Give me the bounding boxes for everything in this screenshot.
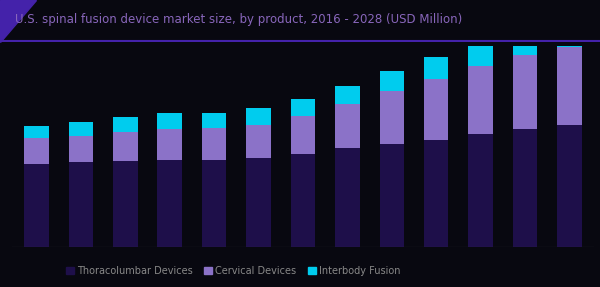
Bar <box>68 136 93 162</box>
Bar <box>469 134 493 247</box>
Bar <box>157 129 182 160</box>
Bar <box>469 66 493 134</box>
Bar <box>335 104 359 148</box>
Bar <box>513 55 538 129</box>
Bar <box>113 161 137 247</box>
Bar <box>24 126 49 138</box>
Bar <box>513 26 538 55</box>
Bar <box>202 128 226 160</box>
Bar <box>24 138 49 164</box>
Bar <box>24 164 49 247</box>
Bar <box>202 160 226 247</box>
Bar <box>202 113 226 128</box>
Bar <box>380 144 404 247</box>
Bar <box>557 125 582 247</box>
Bar <box>113 132 137 161</box>
Bar <box>469 39 493 66</box>
Bar <box>424 140 448 247</box>
Legend: Thoracolumbar Devices, Cervical Devices, Interbody Fusion: Thoracolumbar Devices, Cervical Devices,… <box>62 262 404 280</box>
Polygon shape <box>0 0 36 42</box>
Bar <box>247 108 271 125</box>
Bar <box>291 154 315 247</box>
Bar <box>247 125 271 158</box>
Bar <box>424 57 448 79</box>
Bar <box>68 162 93 247</box>
Bar <box>291 100 315 116</box>
Bar <box>335 148 359 247</box>
Bar <box>157 160 182 247</box>
Bar <box>291 116 315 154</box>
Bar <box>157 113 182 129</box>
Bar <box>247 158 271 247</box>
Bar <box>424 79 448 140</box>
Bar <box>557 47 582 125</box>
Bar <box>380 92 404 144</box>
Bar <box>513 129 538 247</box>
Bar <box>380 71 404 92</box>
Bar <box>557 15 582 47</box>
Text: U.S. spinal fusion device market size, by product, 2016 - 2028 (USD Million): U.S. spinal fusion device market size, b… <box>15 13 462 26</box>
Bar <box>68 122 93 136</box>
Bar <box>335 86 359 104</box>
Bar <box>113 117 137 132</box>
